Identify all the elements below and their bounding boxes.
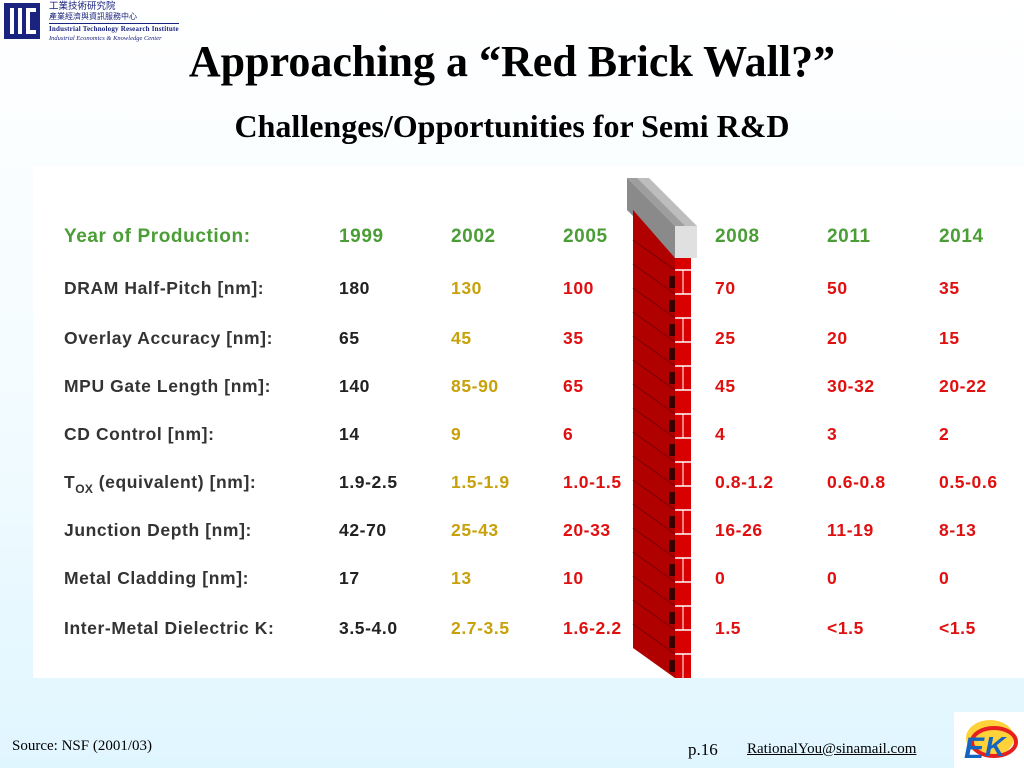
table-cell: 42-70 [339,520,387,540]
table-cell: 0.6-0.8 [827,472,886,492]
table-cell: 65 [563,376,584,396]
table-cell: <1.5 [939,618,976,638]
table-cell: 1.5-1.9 [451,472,510,492]
header-label: Year of Production: [64,226,251,247]
source-note: Source: NSF (2001/03) [12,738,152,754]
brick-wall-icon [627,178,697,678]
ek-logo-icon: E K [954,712,1024,768]
row-label: MPU Gate Length [nm]: [64,376,272,396]
table-cell: 45 [715,376,736,396]
itri-logo: 工業技術研究院 產業經濟與資訊服務中心 Industrial Technolog… [0,0,210,44]
table-cell: 1.0-1.5 [563,472,622,492]
row-label: Overlay Accuracy [nm]: [64,328,274,348]
row-label: CD Control [nm]: [64,424,215,444]
table-cell: 15 [939,328,960,348]
year-header: 2005 [563,226,608,247]
table-cell: 20 [827,328,848,348]
slide-title: Approaching a “Red Brick Wall?” [188,37,836,86]
logo-line-1: 工業技術研究院 [49,1,116,12]
table-cell: 0.8-1.2 [715,472,774,492]
table-cell: <1.5 [827,618,864,638]
table-cell: 1.5 [715,618,742,638]
email-link[interactable]: RationalYou@sinamail.com [747,741,917,757]
table-cell: 4 [715,424,726,444]
logo-line-3: Industrial Technology Research Institute [49,23,179,33]
table-cell: 14 [339,424,360,444]
table-cell: 20-33 [563,520,611,540]
table-cell: 100 [563,278,594,298]
table-cell: 0 [939,568,950,588]
table-cell: 25-43 [451,520,499,540]
table-cell: 45 [451,328,472,348]
table-cell: 85-90 [451,376,499,396]
year-header: 2002 [451,226,496,247]
row-label-main: T [64,472,76,492]
table-cell: 50 [827,278,848,298]
table-cell: 1.9-2.5 [339,472,398,492]
table-cell: 6 [563,424,574,444]
year-header: 2014 [939,226,984,247]
table-cell: 25 [715,328,736,348]
svg-text:K: K [985,731,1007,762]
row-label: Metal Cladding [nm]: [64,568,250,588]
roadmap-table: Year of Production: 1999 2002 2005 2008 2011… [33,166,1024,678]
table-cell: 0 [715,568,726,588]
table-cell: 65 [339,328,360,348]
logo-line-4: Industrial Economics & Knowledge Center [49,35,162,42]
table-cell: 130 [451,278,482,298]
table-cell: 3 [827,424,838,444]
table-cell: 35 [939,278,960,298]
table-cell: 9 [451,424,462,444]
table-cell: 30-32 [827,376,875,396]
table-cell: 20-22 [939,376,987,396]
table-cell: 8-13 [939,520,977,540]
year-header: 1999 [339,226,384,247]
page-number: p.16 [688,740,718,759]
table-cell: 17 [339,568,360,588]
row-label-rest: (equivalent) [nm]: [93,472,257,492]
table-cell: 70 [715,278,736,298]
slide-subtitle: Challenges/Opportunities for Semi R&D [234,108,790,144]
row-label: Junction Depth [nm]: [64,520,252,540]
row-label: Inter-Metal Dielectric K: [64,618,275,638]
table-cell: 0 [827,568,838,588]
table-cell: 11-19 [827,520,874,540]
row-label-subscript: OX [75,482,94,496]
itri-logo-icon [4,3,40,39]
table-cell: 0.5-0.6 [939,472,998,492]
table-cell: 180 [339,278,370,298]
table-cell: 16-26 [715,520,763,540]
year-header: 2011 [827,226,871,247]
table-cell: 3.5-4.0 [339,618,398,638]
table-cell: 13 [451,568,472,588]
row-label: DRAM Half-Pitch [nm]: [64,278,265,298]
table-cell: 140 [339,376,370,396]
table-cell: 35 [563,328,584,348]
year-header: 2008 [715,226,760,247]
logo-line-2: 產業經濟與資訊服務中心 [49,12,137,21]
logo-text: 工業技術研究院 產業經濟與資訊服務中心 Industrial Technolog… [49,2,179,44]
table-cell: 10 [563,568,584,588]
table-cell: 2.7-3.5 [451,618,510,638]
svg-text:E: E [964,732,985,765]
row-label: TOX (equivalent) [nm]: [64,472,257,496]
table-cell: 2 [939,424,950,444]
table-cell: 1.6-2.2 [563,618,622,638]
